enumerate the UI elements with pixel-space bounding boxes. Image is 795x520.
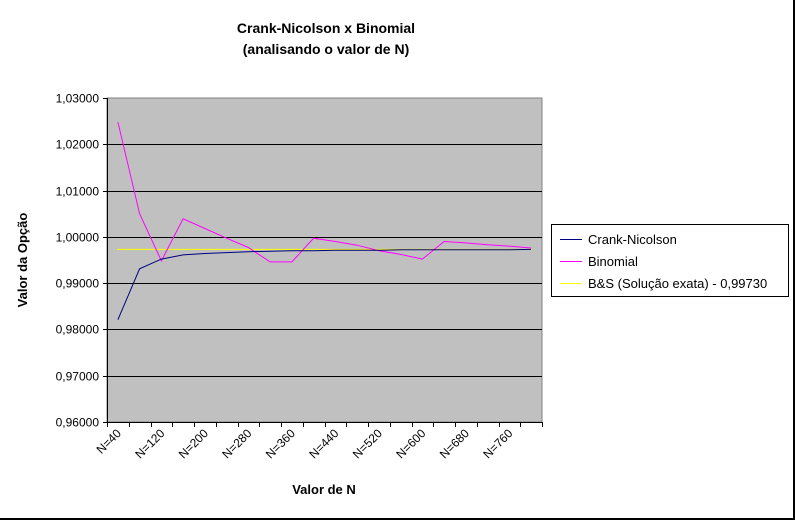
legend-item-binomial: Binomial bbox=[560, 252, 638, 270]
x-tick-label: N=40 bbox=[94, 426, 125, 457]
legend-label-binomial: Binomial bbox=[588, 253, 638, 269]
y-tick-label: 1,02000 bbox=[56, 138, 100, 152]
legend-swatch-bs bbox=[560, 282, 582, 284]
gridlines bbox=[107, 144, 542, 377]
y-tick-label: 1,01000 bbox=[56, 185, 100, 199]
legend-label-bs: B&S (Solução exata) - 0,99730 bbox=[588, 275, 768, 291]
x-tick-label: N=680 bbox=[437, 426, 472, 461]
chart-title-line1: Crank-Nicolson x Binomial bbox=[237, 20, 415, 36]
plot-area bbox=[106, 97, 543, 423]
x-tick-label: N=120 bbox=[132, 426, 167, 461]
x-tick-label: N=440 bbox=[306, 426, 341, 461]
y-tick-label: 0,99000 bbox=[56, 277, 100, 291]
series-line-binomial bbox=[117, 121, 532, 263]
chart-legend: Crank-Nicolson Binomial B&S (Solução exa… bbox=[551, 224, 789, 297]
x-axis-label: Valor de N bbox=[292, 482, 356, 497]
y-tick-label: 1,03000 bbox=[56, 92, 100, 106]
y-tick-label: 0,98000 bbox=[56, 323, 100, 337]
y-tick-label: 0,96000 bbox=[56, 416, 100, 430]
legend-swatch-binomial bbox=[560, 260, 582, 262]
legend-item-bs: B&S (Solução exata) - 0,99730 bbox=[560, 274, 767, 292]
x-tick-label: N=360 bbox=[263, 426, 298, 461]
legend-item-crank-nicolson: Crank-Nicolson bbox=[560, 230, 677, 248]
series-lines bbox=[117, 121, 532, 320]
y-axis-label: Valor da Opção bbox=[15, 213, 30, 308]
legend-label-crank-nicolson: Crank-Nicolson bbox=[588, 231, 677, 247]
y-tick-label: 0,97000 bbox=[56, 370, 100, 384]
legend-swatch-crank-nicolson bbox=[560, 238, 582, 240]
x-tick-label: N=600 bbox=[393, 426, 428, 461]
x-tick-label: N=200 bbox=[176, 426, 211, 461]
series-line-crank-nicolson bbox=[117, 248, 532, 320]
x-tick-label: N=280 bbox=[219, 426, 254, 461]
x-tick-label: N=520 bbox=[350, 426, 385, 461]
y-tick-label: 1,00000 bbox=[56, 231, 100, 245]
x-tick-label: N=760 bbox=[480, 426, 515, 461]
chart-title-line2: (analisando o valor de N) bbox=[243, 41, 409, 57]
